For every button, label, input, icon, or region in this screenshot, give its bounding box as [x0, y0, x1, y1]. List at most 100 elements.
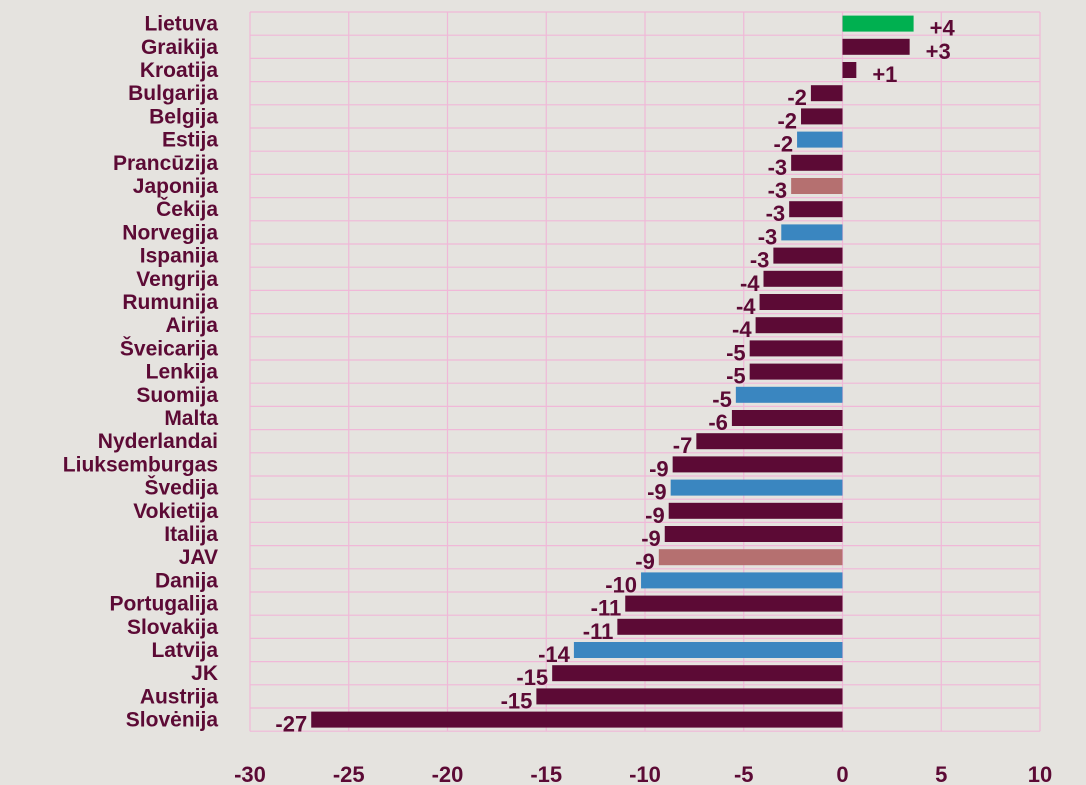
value-label: -7	[673, 433, 693, 458]
value-label: -2	[787, 85, 807, 110]
category-label: Norvegija	[122, 221, 218, 244]
bar	[731, 410, 843, 426]
category-label: Vengrija	[136, 268, 218, 291]
value-label: -10	[605, 572, 637, 597]
category-label: Vokietija	[133, 500, 218, 523]
value-label: -15	[516, 665, 548, 690]
value-label: +1	[872, 62, 897, 87]
value-label: -9	[647, 480, 667, 505]
category-label: Slovėnija	[126, 709, 219, 732]
value-label: -3	[758, 224, 778, 249]
bar	[311, 711, 843, 728]
bar	[763, 270, 843, 287]
value-label: -9	[635, 549, 655, 574]
value-label: +3	[926, 39, 951, 64]
category-label: JK	[191, 662, 218, 685]
value-label: -3	[750, 248, 770, 273]
bar	[536, 688, 843, 705]
bar	[735, 386, 843, 403]
value-label: -4	[740, 271, 760, 296]
x-tick-label: -25	[333, 762, 365, 785]
category-label: Italija	[164, 523, 218, 546]
value-label: -9	[649, 456, 669, 481]
category-label: Latvija	[151, 639, 218, 662]
bar	[658, 549, 843, 566]
bar	[749, 340, 843, 357]
x-tick-label: -5	[734, 762, 754, 785]
x-tick-label: 10	[1028, 762, 1052, 785]
value-label: -27	[275, 712, 307, 737]
category-label: Graikija	[141, 36, 218, 59]
value-label: -3	[768, 178, 788, 203]
bar	[664, 526, 843, 542]
x-tick-label: -30	[234, 762, 266, 785]
value-label: -4	[732, 317, 752, 342]
bar	[696, 433, 843, 450]
bar	[789, 201, 843, 218]
category-label: Lietuva	[144, 13, 218, 36]
bar	[755, 317, 843, 334]
value-label: -3	[766, 201, 786, 226]
bar	[625, 595, 843, 612]
value-label: -5	[726, 364, 746, 389]
bar	[552, 665, 843, 682]
bar	[573, 642, 843, 658]
bar	[791, 154, 843, 171]
bar	[842, 38, 910, 55]
value-label: -15	[501, 688, 533, 713]
value-labels: +4+3+1-2-2-2-3-3-3-3-3-4-4-4-5-5-5-6-7-9…	[275, 16, 955, 737]
category-label: Malta	[164, 407, 218, 430]
category-label: Estija	[162, 129, 218, 152]
value-label: -11	[591, 596, 622, 621]
x-tick-label: 0	[836, 762, 848, 785]
bar	[617, 618, 843, 635]
category-label: Bulgarija	[128, 82, 218, 105]
bar	[781, 224, 843, 241]
category-label: Švedija	[144, 476, 218, 500]
category-label: Čekija	[156, 197, 218, 221]
value-label: -11	[583, 619, 614, 644]
bar	[797, 131, 843, 148]
bar	[749, 363, 843, 380]
category-label: Lenkija	[146, 361, 219, 384]
category-label: Danija	[155, 569, 218, 592]
x-tick-label: -15	[530, 762, 562, 785]
bar	[791, 178, 843, 194]
value-label: +4	[930, 16, 956, 41]
bars	[311, 15, 914, 728]
category-label: Kroatija	[140, 59, 219, 82]
value-label: -3	[768, 155, 788, 180]
category-label: Liuksemburgas	[63, 453, 218, 476]
category-label: Suomija	[136, 384, 218, 407]
category-label: Nyderlandai	[98, 430, 218, 453]
value-label: -9	[645, 503, 665, 528]
value-label: -2	[777, 108, 797, 133]
value-label: -5	[712, 387, 732, 412]
value-label: -9	[641, 526, 661, 551]
category-label: Rumunija	[122, 291, 218, 314]
category-label: Ispanija	[140, 245, 219, 268]
category-label: Šveicarija	[120, 336, 218, 360]
category-label: Japonija	[133, 175, 219, 198]
value-label: -2	[774, 132, 794, 157]
category-label: Belgija	[149, 105, 218, 128]
bar	[801, 108, 843, 125]
bar	[842, 62, 857, 78]
bar	[842, 15, 914, 32]
category-labels: LietuvaGraikijaKroatijaBulgarijaBelgijaE…	[63, 13, 219, 732]
value-label: -5	[726, 340, 746, 365]
value-label: -4	[736, 294, 756, 319]
value-label: -6	[708, 410, 728, 435]
x-tick-label: -20	[432, 762, 464, 785]
category-label: Prancūzija	[113, 152, 218, 175]
bar	[641, 572, 843, 589]
x-axis-ticks: -30 -25 -20 -15 -10 -5 0 5 10	[234, 762, 1052, 785]
bar	[759, 294, 843, 310]
bar	[670, 479, 843, 496]
category-label: Slovakija	[127, 616, 218, 639]
bar	[668, 502, 843, 519]
bar	[773, 247, 843, 264]
value-label: -14	[538, 642, 571, 667]
category-label: JAV	[179, 546, 218, 569]
